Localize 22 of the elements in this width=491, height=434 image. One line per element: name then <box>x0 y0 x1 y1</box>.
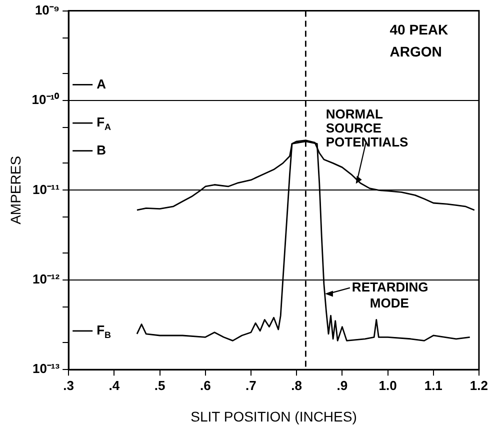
annotation: RETARDING MODE <box>352 279 428 310</box>
x-tick-label: 1.1 <box>424 378 442 393</box>
y-tick-label: 10⁻¹² <box>32 271 60 286</box>
y-tick-label: 10⁻⁹ <box>34 2 60 18</box>
x-tick-label: .5 <box>154 378 166 393</box>
x-tick-label: .6 <box>200 378 211 393</box>
x-axis-title: SLIT POSITION (INCHES) <box>190 408 357 424</box>
annotation: NORMAL SOURCE POTENTIALS <box>326 106 409 150</box>
y-tick-label: 10⁻¹¹ <box>32 182 60 197</box>
x-tick-label: .7 <box>246 378 256 393</box>
x-tick-label: .8 <box>291 378 302 393</box>
x-tick-label: .9 <box>336 378 348 393</box>
x-tick-label: 1.2 <box>470 378 488 393</box>
y-tick-label: 10⁻¹³ <box>32 361 60 376</box>
x-tick-label: .3 <box>63 378 74 393</box>
ref-line-label: B <box>96 142 106 158</box>
x-tick-label: 1.0 <box>378 378 397 393</box>
x-tick-label: .4 <box>108 378 120 393</box>
y-axis-title: AMPERES <box>7 156 24 224</box>
y-tick-label: 10⁻¹⁰ <box>32 92 60 108</box>
text: 40 PEAK ARGON <box>390 22 448 60</box>
ref-line-label: A <box>96 76 107 92</box>
